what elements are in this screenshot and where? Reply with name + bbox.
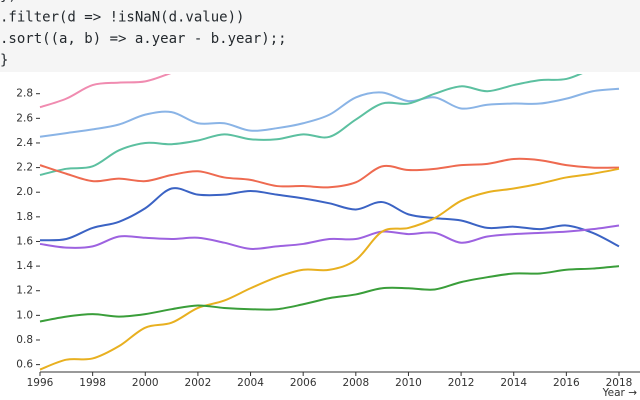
y-tick-label: 2.8 [16, 88, 33, 100]
x-tick-label: 2018 [606, 377, 633, 389]
series-line [39, 187, 620, 248]
y-tick-label: 2.4 [16, 137, 33, 149]
series-line [39, 157, 620, 189]
code-line: .filter(d => !isNaN(d.value)) [0, 10, 244, 26]
code-line: .sort((a, b) => a.year - b.year);; [0, 31, 287, 47]
y-tick-label: 1.8 [16, 211, 33, 223]
series-line [39, 224, 620, 250]
series-line [39, 74, 583, 176]
x-tick-label: 1998 [79, 377, 106, 389]
y-tick-label: 1.6 [16, 235, 33, 247]
series-line [39, 74, 172, 109]
x-tick-label: 2002 [185, 377, 212, 389]
x-axis-label: Year → [602, 387, 638, 399]
series-line [39, 87, 620, 138]
x-tick-label: 1996 [27, 377, 54, 389]
y-tick-label: 2.2 [16, 162, 33, 174]
y-tick-label: 0.6 [16, 359, 33, 371]
x-tick-label: 2014 [500, 377, 527, 389]
code-block: }) .filter(d => !isNaN(d.value)) .sort((… [0, 0, 287, 69]
y-tick-label: 2.0 [16, 186, 33, 198]
code-line: } [0, 53, 8, 69]
y-tick-label: 1.2 [16, 285, 33, 297]
axes: 0.6 0.8 1.0 1.2 1.4 1.6 1.8 2.0 2.2 2.4 2.6 2.8 1996… [16, 88, 640, 399]
plot-area [39, 74, 620, 371]
x-tick-label: 2016 [553, 377, 580, 389]
x-tick-label: 2006 [290, 377, 317, 389]
x-tick-label: 2012 [448, 377, 475, 389]
x-tick-label: 2000 [132, 377, 159, 389]
code-cell [0, 0, 640, 72]
y-tick-label: 1.0 [16, 309, 33, 321]
y-tick-label: 1.4 [16, 260, 33, 272]
code-line: }) [0, 0, 17, 4]
x-tick-label: 2004 [237, 377, 264, 389]
y-tick-label: 2.6 [16, 112, 33, 124]
x-tick-label: 2010 [395, 377, 422, 389]
series-line [39, 167, 620, 371]
series-line [39, 265, 620, 323]
x-tick-label: 2008 [342, 377, 369, 389]
y-tick-label: 0.8 [16, 334, 33, 346]
